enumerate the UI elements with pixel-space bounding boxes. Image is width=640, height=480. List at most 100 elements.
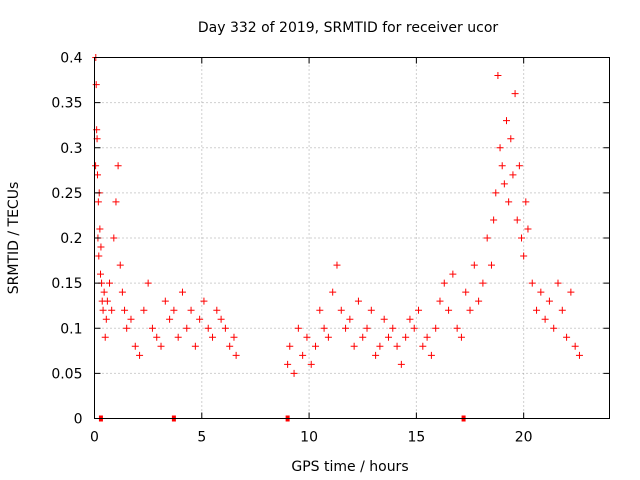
data-point bbox=[490, 216, 498, 224]
data-point bbox=[136, 351, 144, 359]
data-point bbox=[427, 351, 435, 359]
data-point bbox=[307, 360, 315, 368]
data-point bbox=[487, 261, 495, 269]
data-point bbox=[95, 252, 103, 260]
data-point bbox=[97, 270, 105, 278]
data-point bbox=[393, 342, 401, 350]
data-point bbox=[299, 351, 307, 359]
data-point bbox=[457, 333, 465, 341]
data-point bbox=[170, 306, 178, 314]
data-point bbox=[376, 342, 384, 350]
data-point bbox=[99, 306, 107, 314]
data-point bbox=[558, 306, 566, 314]
data-point bbox=[140, 306, 148, 314]
data-point bbox=[153, 333, 161, 341]
data-point bbox=[500, 180, 508, 188]
data-point bbox=[187, 306, 195, 314]
data-point bbox=[505, 198, 513, 206]
data-point bbox=[114, 162, 122, 170]
y-tick-label: 0.4 bbox=[60, 51, 82, 67]
data-point bbox=[354, 297, 362, 305]
data-point bbox=[410, 324, 418, 332]
data-point bbox=[513, 216, 521, 224]
data-point bbox=[575, 351, 583, 359]
tick-labels: 0 5 10 15 20 0 0.05 0.1 0.15 0.2 0.25 0.3 0.35 0.4 bbox=[51, 51, 532, 446]
data-point bbox=[528, 279, 536, 287]
data-point bbox=[563, 333, 571, 341]
data-point bbox=[226, 342, 234, 350]
ticks bbox=[94, 57, 610, 419]
y-tick-label: 0.15 bbox=[51, 276, 82, 292]
data-point bbox=[518, 234, 526, 242]
data-point bbox=[110, 234, 118, 242]
data-point bbox=[284, 360, 292, 368]
data-point bbox=[329, 288, 337, 296]
data-point bbox=[346, 315, 354, 323]
y-tick-label: 0 bbox=[74, 412, 83, 428]
x-tick-label: 20 bbox=[515, 430, 533, 446]
data-point bbox=[92, 81, 100, 89]
data-point bbox=[503, 117, 510, 125]
data-point bbox=[423, 333, 431, 341]
data-point bbox=[221, 324, 229, 332]
y-tick-label: 0.1 bbox=[60, 321, 82, 337]
data-point bbox=[144, 279, 152, 287]
data-point bbox=[213, 306, 221, 314]
data-point bbox=[453, 324, 461, 332]
data-point bbox=[303, 333, 311, 341]
data-point bbox=[100, 288, 108, 296]
data-point bbox=[324, 333, 332, 341]
y-tick-label: 0.3 bbox=[60, 141, 82, 157]
data-point bbox=[118, 288, 126, 296]
y-tick-label: 0.35 bbox=[51, 96, 82, 112]
data-point bbox=[196, 315, 204, 323]
data-point bbox=[232, 351, 240, 359]
data-point bbox=[320, 324, 328, 332]
data-point bbox=[230, 333, 238, 341]
data-point bbox=[123, 324, 131, 332]
data-point bbox=[498, 162, 506, 170]
data-point bbox=[191, 342, 199, 350]
data-point bbox=[522, 198, 530, 206]
data-point bbox=[94, 171, 102, 179]
data-point bbox=[445, 306, 453, 314]
data-point bbox=[475, 297, 483, 305]
data-point bbox=[121, 306, 129, 314]
y-tick-label: 0.05 bbox=[51, 366, 82, 382]
data-point bbox=[533, 306, 541, 314]
data-point bbox=[209, 333, 217, 341]
data-point bbox=[96, 225, 104, 233]
data-point bbox=[466, 306, 474, 314]
data-point bbox=[92, 162, 100, 170]
data-point bbox=[419, 342, 427, 350]
data-point bbox=[449, 270, 457, 278]
data-points bbox=[92, 54, 583, 377]
data-point bbox=[406, 315, 414, 323]
x-tick-label: 10 bbox=[300, 430, 318, 446]
data-point bbox=[389, 324, 397, 332]
data-point bbox=[402, 333, 410, 341]
data-point bbox=[380, 315, 388, 323]
data-point bbox=[316, 306, 324, 314]
data-point bbox=[545, 297, 553, 305]
data-point bbox=[550, 324, 558, 332]
data-point bbox=[397, 360, 405, 368]
data-point bbox=[524, 225, 532, 233]
y-tick-label: 0.2 bbox=[60, 231, 82, 247]
data-point bbox=[440, 279, 448, 287]
data-point bbox=[183, 324, 191, 332]
data-point bbox=[494, 72, 502, 80]
data-point bbox=[492, 189, 500, 197]
data-point bbox=[507, 135, 515, 143]
data-point bbox=[97, 243, 105, 251]
chart-title: Day 332 of 2019, SRMTID for receiver uco… bbox=[198, 20, 499, 36]
y-tick-label: 0.25 bbox=[51, 186, 82, 202]
data-point bbox=[101, 333, 109, 341]
data-point bbox=[290, 369, 298, 377]
data-point bbox=[384, 333, 392, 341]
data-point bbox=[359, 333, 367, 341]
data-point bbox=[174, 333, 182, 341]
data-point bbox=[148, 324, 156, 332]
data-point bbox=[432, 324, 440, 332]
